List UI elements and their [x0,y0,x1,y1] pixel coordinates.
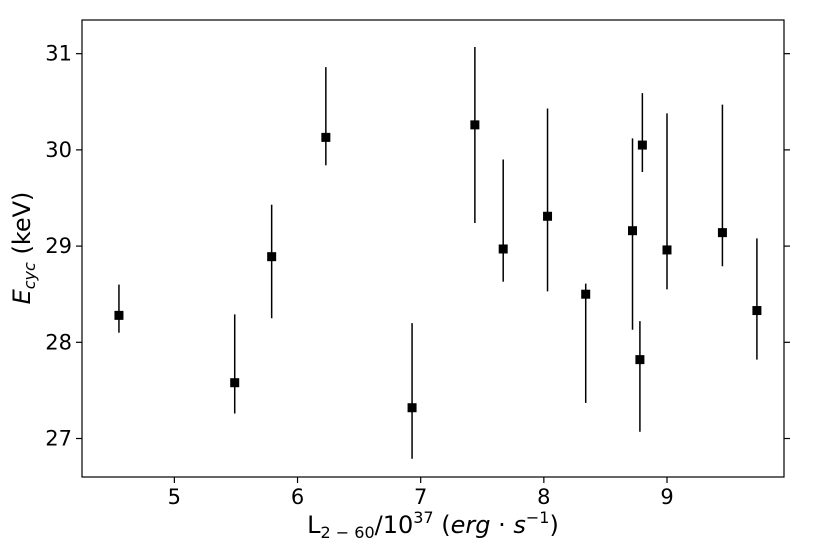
data-point [635,355,645,365]
data-point [498,244,508,254]
data-point [321,132,331,142]
y-tick-label: 27 [45,427,72,451]
data-point [717,228,727,238]
data-point [114,310,124,320]
data-point [628,226,638,236]
data-points [114,46,762,459]
x-tick-label: 8 [537,485,550,509]
y-tick-label: 31 [45,42,72,66]
data-point [752,306,762,316]
x-axis-label: L2 − 60/1037 (erg · s−1) [307,508,559,542]
plot-area [81,19,785,478]
y-tick-label: 30 [45,138,72,162]
data-point [543,211,553,221]
x-tick-label: 9 [660,485,673,509]
y-tick-label: 29 [45,234,72,258]
x-tick-label: 5 [168,485,181,509]
y-axis-ticks: 27 28 29 30 31 [45,42,790,451]
data-point [470,120,480,130]
data-point [662,245,672,255]
x-axis-ticks: 5 6 7 8 9 [168,477,674,509]
data-point [230,378,240,388]
y-axis-label: Ecyc (keV) [8,192,39,305]
data-point [267,252,277,262]
x-tick-label: 7 [414,485,427,509]
data-point [581,289,591,299]
data-point [407,403,417,413]
y-tick-label: 28 [45,330,72,354]
x-tick-label: 6 [291,485,304,509]
data-point [637,140,647,150]
